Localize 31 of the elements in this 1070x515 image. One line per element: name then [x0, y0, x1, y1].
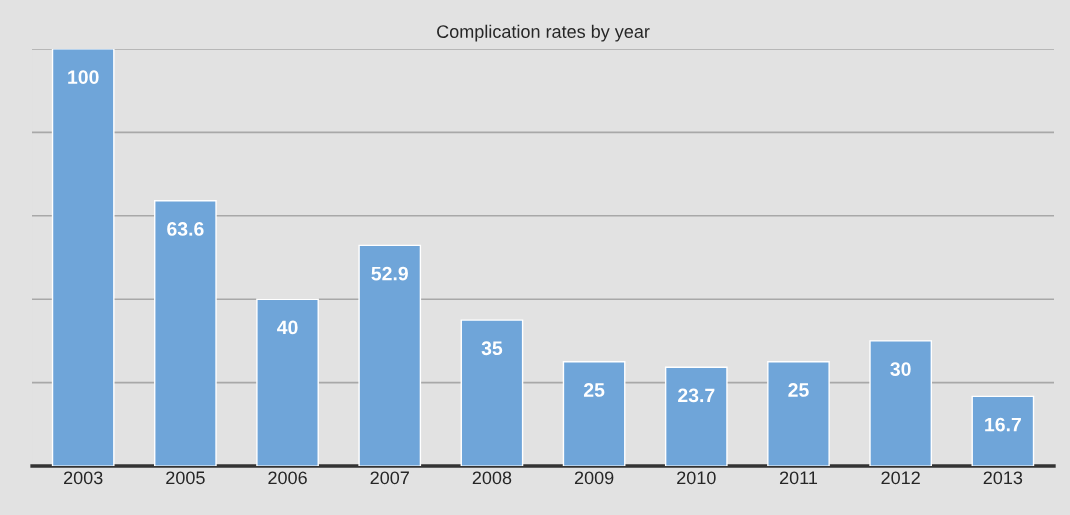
data-label: 52.9: [371, 266, 408, 281]
x-tick-label: 2006: [268, 471, 307, 485]
x-tick-label: 2005: [166, 471, 205, 485]
data-label: 30: [890, 362, 911, 376]
bar: [51, 48, 115, 467]
x-tick-label: 2013: [983, 471, 1023, 485]
data-label: 25: [583, 383, 605, 397]
bar: [154, 200, 217, 467]
bar: [664, 366, 728, 467]
bar: [562, 361, 626, 467]
bar: [460, 319, 524, 467]
bar: [869, 340, 933, 467]
x-tick-label: 2010: [677, 471, 716, 485]
bar: [358, 244, 422, 467]
bar: [971, 395, 1035, 467]
data-label: 23.7: [678, 388, 715, 403]
data-label: 100: [68, 70, 99, 84]
chart-title: Complication rates by year: [437, 24, 650, 42]
x-tick-label: 2007: [370, 471, 409, 485]
x-tick-label: 2003: [64, 471, 103, 485]
data-label: 25: [788, 383, 809, 397]
x-tick-label: 2008: [472, 471, 512, 485]
x-tick-label: 2012: [881, 471, 920, 485]
x-tick-label: 2009: [574, 471, 614, 485]
data-label: 63.6: [167, 222, 204, 236]
x-tick-label: 2011: [779, 471, 818, 485]
bar: [256, 298, 319, 467]
data-label: 16.7: [985, 417, 1021, 432]
data-label: 35: [481, 341, 503, 356]
bar: [767, 361, 830, 467]
data-label: 40: [277, 320, 298, 335]
